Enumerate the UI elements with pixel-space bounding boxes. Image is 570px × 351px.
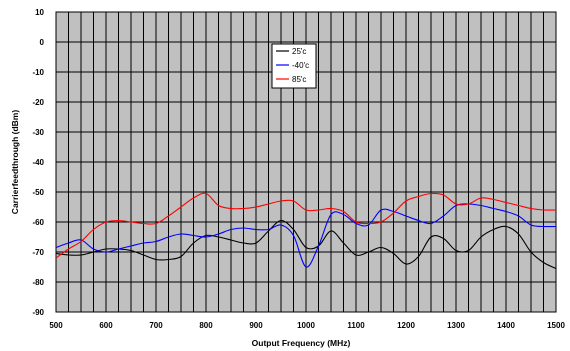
y-tick-labels: 10 0 -10 -20 -30 -40 -50 -60 -70 -80 -90 — [32, 8, 44, 317]
y-tick-label: 10 — [35, 8, 44, 17]
y-tick-label: -30 — [32, 128, 44, 137]
y-tick-label: 0 — [40, 38, 45, 47]
series-layer — [55, 192, 557, 269]
series-line — [55, 203, 557, 268]
legend-label: -40'c — [292, 61, 309, 70]
x-tick-label: 700 — [149, 321, 163, 330]
y-tick-label: -80 — [32, 278, 44, 287]
x-axis-title: Output Frequency (MHz) — [252, 338, 351, 348]
x-tick-label: 1400 — [497, 321, 515, 330]
grid — [56, 12, 556, 312]
series-line — [55, 192, 557, 259]
x-tick-label: 600 — [99, 321, 113, 330]
x-tick-label: 500 — [49, 321, 63, 330]
y-tick-label: -40 — [32, 158, 44, 167]
series-line — [55, 219, 557, 269]
x-tick-label: 1000 — [297, 321, 315, 330]
y-tick-label: -60 — [32, 218, 44, 227]
x-tick-label: 1200 — [397, 321, 415, 330]
y-tick-label: -50 — [32, 188, 44, 197]
x-tick-label: 900 — [249, 321, 263, 330]
x-tick-label: 1300 — [447, 321, 465, 330]
y-tick-label: -70 — [32, 248, 44, 257]
plot-frame — [55, 11, 557, 313]
legend: 25'c -40'c 85'c — [271, 43, 317, 89]
x-tick-label: 800 — [199, 321, 213, 330]
x-tick-labels: 500 600 700 800 900 1000 1100 1200 1300 1400 1500 — [49, 321, 565, 330]
y-axis-title: Carrierfeedthrough (dBm) — [10, 110, 20, 215]
y-tick-label: -90 — [32, 308, 44, 317]
x-tick-label: 1100 — [347, 321, 365, 330]
y-tick-label: -10 — [32, 68, 44, 77]
y-tick-label: -20 — [32, 98, 44, 107]
x-tick-label: 1500 — [547, 321, 565, 330]
legend-label: 85'c — [292, 75, 306, 84]
legend-label: 25'c — [292, 47, 306, 56]
